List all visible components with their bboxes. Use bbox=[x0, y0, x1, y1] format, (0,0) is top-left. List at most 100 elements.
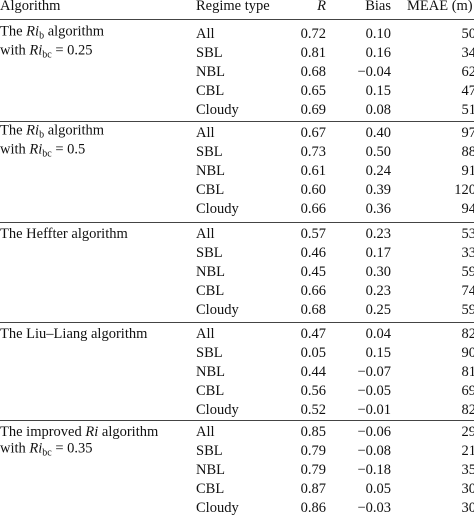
table-cell: SBL bbox=[196, 144, 223, 160]
table-cell: 81 bbox=[461, 364, 474, 380]
algorithm-label: The Rib algorithm bbox=[0, 23, 104, 46]
algorithm-label: with Ribc = 0.35 bbox=[0, 440, 93, 463]
table-cell: Cloudy bbox=[196, 201, 239, 217]
algorithm-label: with Ribc = 0.5 bbox=[0, 141, 85, 164]
table-cell: 0.86 bbox=[300, 500, 326, 516]
table-cell: −0.07 bbox=[357, 364, 391, 380]
table-cell: 0.05 bbox=[365, 481, 391, 497]
table-cell: 0.25 bbox=[365, 302, 391, 318]
table-cell: 0.52 bbox=[300, 402, 326, 418]
table-cell: 0.40 bbox=[365, 125, 391, 141]
table-cell: 0.87 bbox=[300, 481, 326, 497]
table-cell: 0.30 bbox=[365, 264, 391, 280]
table-cell: 0.23 bbox=[365, 226, 391, 242]
table-cell: 62 bbox=[461, 64, 474, 80]
table-cell: 0.17 bbox=[365, 245, 391, 261]
table-cell: 97 bbox=[461, 125, 474, 141]
table-cell: All bbox=[196, 125, 215, 141]
text-part: algorithm bbox=[98, 424, 159, 440]
table-cell: 0.72 bbox=[300, 26, 326, 42]
table-cell: −0.04 bbox=[357, 64, 391, 80]
algorithm-label: The Heffter algorithm bbox=[0, 225, 128, 243]
table-cell: SBL bbox=[196, 443, 223, 459]
table-cell: −0.06 bbox=[357, 424, 391, 440]
table-cell: 0.15 bbox=[365, 345, 391, 361]
table-cell: 0.56 bbox=[300, 383, 326, 399]
table-cell: 30 bbox=[461, 500, 474, 516]
table-cell: 21 bbox=[461, 443, 474, 459]
table-cell: 82 bbox=[461, 402, 474, 418]
table-cell: NBL bbox=[196, 364, 225, 380]
table-cell: 50 bbox=[461, 26, 474, 42]
table-cell: 0.61 bbox=[300, 163, 326, 179]
table-cell: CBL bbox=[196, 481, 225, 497]
text-part: = 0.5 bbox=[51, 141, 86, 158]
table-cell: CBL bbox=[196, 383, 225, 399]
table-cell: 74 bbox=[461, 283, 474, 299]
table-cell: SBL bbox=[196, 345, 223, 361]
table-cell: 0.39 bbox=[365, 182, 391, 198]
table-cell: 0.60 bbox=[300, 182, 326, 198]
text-part: Ri bbox=[26, 122, 40, 139]
table-cell: 33 bbox=[461, 245, 474, 261]
header-cell: MEAE (m) bbox=[407, 0, 473, 14]
table-cell: 0.23 bbox=[365, 283, 391, 299]
table-cell: NBL bbox=[196, 64, 225, 80]
table-cell: 0.69 bbox=[300, 102, 326, 118]
table-cell: 51 bbox=[461, 102, 474, 118]
table-cell: CBL bbox=[196, 182, 225, 198]
table-cell: 0.44 bbox=[300, 364, 326, 380]
table-cell: 0.66 bbox=[300, 283, 326, 299]
table-cell: 0.66 bbox=[300, 201, 326, 217]
algorithm-label: The Rib algorithm bbox=[0, 122, 104, 145]
table-cell: 0.65 bbox=[300, 83, 326, 99]
table-cell: 0.68 bbox=[300, 64, 326, 80]
table-cell: 0.15 bbox=[365, 83, 391, 99]
text-part: = 0.25 bbox=[51, 42, 93, 59]
text-part: with bbox=[0, 141, 30, 158]
table-cell: 0.81 bbox=[300, 45, 326, 61]
text-part: with bbox=[0, 42, 30, 59]
algorithm-label: The Liu–Liang algorithm bbox=[0, 325, 147, 343]
table-cell: 69 bbox=[461, 383, 474, 399]
header-cell: Algorithm bbox=[0, 0, 61, 14]
group-rule bbox=[0, 222, 474, 223]
text-part: = 0.35 bbox=[51, 440, 93, 457]
table-cell: 0.79 bbox=[300, 462, 326, 478]
table-cell: CBL bbox=[196, 83, 225, 99]
text-part: The Heffter algorithm bbox=[0, 226, 128, 242]
table-cell: 91 bbox=[461, 163, 474, 179]
table-cell: SBL bbox=[196, 245, 223, 261]
table-cell: 34 bbox=[461, 45, 474, 61]
table-cell: 0.57 bbox=[300, 226, 326, 242]
table-cell: 47 bbox=[461, 83, 474, 99]
table-cell: 90 bbox=[461, 345, 474, 361]
table-cell: NBL bbox=[196, 264, 225, 280]
table-cell: NBL bbox=[196, 163, 225, 179]
table-cell: All bbox=[196, 226, 215, 242]
text-part: algorithm bbox=[44, 23, 105, 40]
header-rule bbox=[0, 19, 474, 20]
text-part: algorithm bbox=[44, 122, 105, 139]
table-cell: 0.16 bbox=[365, 45, 391, 61]
text-part: b bbox=[39, 30, 45, 42]
table-cell: 0.24 bbox=[365, 163, 391, 179]
table-cell: 0.47 bbox=[300, 326, 326, 342]
table-cell: 0.68 bbox=[300, 302, 326, 318]
table-cell: 120 bbox=[454, 182, 474, 198]
group-rule bbox=[0, 322, 474, 323]
table-cell: All bbox=[196, 326, 215, 342]
algorithm-label: with Ribc = 0.25 bbox=[0, 42, 93, 65]
table-cell: −0.01 bbox=[357, 402, 391, 418]
text-part: The Liu–Liang algorithm bbox=[0, 326, 148, 342]
table-cell: 0.45 bbox=[300, 264, 326, 280]
table-cell: SBL bbox=[196, 45, 223, 61]
text-part: bc bbox=[42, 49, 52, 61]
text-part: Ri bbox=[29, 42, 43, 59]
table-cell: 0.50 bbox=[365, 144, 391, 160]
table-cell: 59 bbox=[461, 302, 474, 318]
table-cell: −0.05 bbox=[357, 383, 391, 399]
header-cell: R bbox=[317, 0, 326, 14]
table-cell: 0.67 bbox=[300, 125, 326, 141]
